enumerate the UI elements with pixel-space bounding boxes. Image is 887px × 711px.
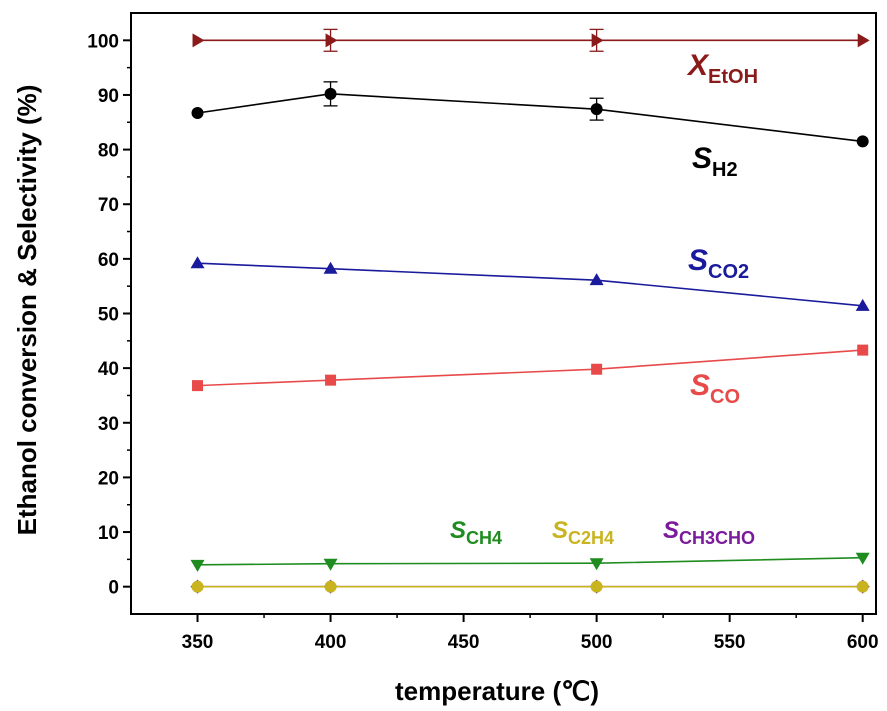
data-point	[855, 298, 870, 311]
data-point	[856, 135, 869, 148]
data-point	[324, 580, 337, 593]
x-tick-label: 350	[182, 632, 214, 653]
y-tick-label: 40	[98, 359, 119, 380]
y-axis-title: Ethanol conversion & Selectivity (%)	[12, 85, 42, 536]
y-tick-label: 30	[98, 414, 119, 435]
y-tick-label: 70	[98, 195, 119, 216]
data-point	[857, 33, 870, 48]
series-c2h4	[191, 580, 869, 593]
x-tick-label: 550	[714, 632, 746, 653]
x-tick-label: 500	[581, 632, 613, 653]
data-point	[192, 33, 205, 48]
x-tick-label: 600	[847, 632, 879, 653]
data-point	[192, 380, 204, 392]
axis-layer: 0 10 20 30 40 50 60 70 80 90 100 350 400 450 500 550 600	[87, 31, 878, 653]
data-point	[323, 558, 338, 571]
data-point	[855, 552, 870, 565]
series-co	[192, 344, 869, 392]
series-etoh	[192, 28, 870, 52]
series-label-ch3cho: SCH3CHO	[663, 517, 755, 548]
y-tick-label: 100	[87, 31, 119, 52]
data-point	[591, 33, 604, 48]
data-point	[191, 106, 204, 119]
data-point	[591, 363, 603, 375]
data-point	[325, 374, 337, 386]
series-label-h2: SH2	[692, 142, 738, 181]
series-layer	[190, 28, 870, 594]
y-tick-label: 0	[108, 578, 119, 599]
series-line	[197, 556, 863, 566]
label-layer: XEtOH SH2 SCO2 SCO SCH4 SC2H4 SCH3CHO	[450, 49, 758, 548]
series-line	[197, 262, 863, 307]
y-tick-label: 60	[98, 250, 119, 271]
data-point	[589, 558, 604, 571]
y-tick-label: 10	[98, 523, 119, 544]
data-point	[323, 261, 338, 274]
y-tick-label: 50	[98, 305, 119, 326]
series-label-co: SCO	[690, 369, 740, 408]
series-co2	[190, 256, 870, 311]
data-point	[190, 256, 205, 269]
data-point	[191, 580, 204, 593]
data-point	[590, 103, 603, 116]
series-line	[197, 93, 863, 143]
data-point	[590, 580, 603, 593]
data-point	[857, 344, 869, 356]
x-tick-label: 450	[448, 632, 480, 653]
data-point	[325, 33, 338, 48]
data-point	[324, 87, 337, 100]
data-point	[190, 559, 205, 572]
y-tick-label: 90	[98, 86, 119, 107]
series-ch4	[190, 552, 870, 572]
y-tick-label: 80	[98, 141, 119, 162]
series-label-co2: SCO2	[688, 244, 749, 283]
series-label-c2h4: SC2H4	[552, 517, 614, 548]
y-tick-label: 20	[98, 468, 119, 489]
data-point	[856, 580, 869, 593]
x-axis-title: temperature (℃)	[395, 676, 599, 706]
data-point	[589, 273, 604, 286]
x-tick-label: 400	[315, 632, 347, 653]
series-h2	[191, 81, 869, 148]
series-line	[197, 349, 863, 387]
series-label-ch4: SCH4	[450, 517, 502, 548]
series-label-etoh: XEtOH	[686, 49, 758, 88]
